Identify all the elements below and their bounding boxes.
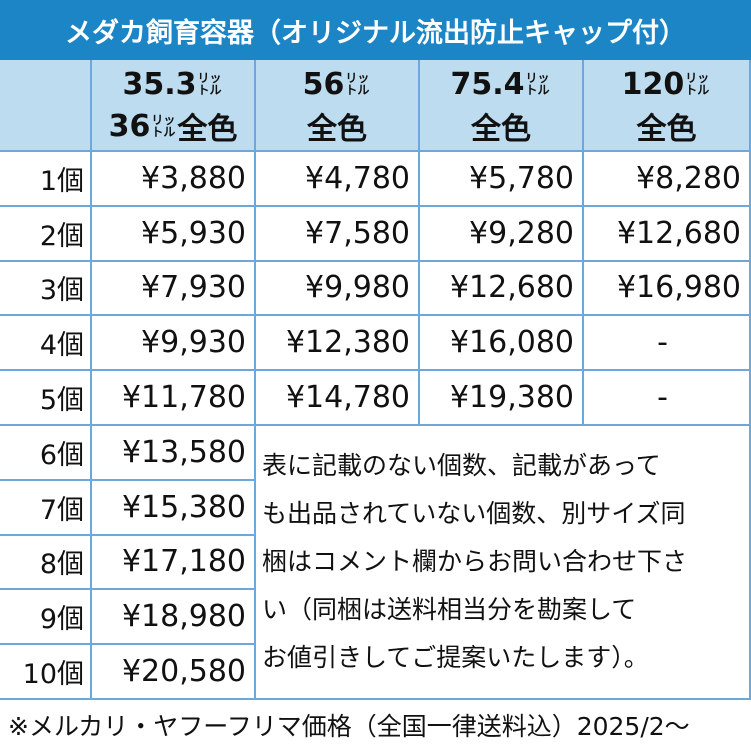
row-label: 8個 [0, 535, 92, 591]
price: ¥7,580 [256, 206, 420, 262]
row-label: 4個 [0, 316, 92, 372]
price: ¥3,880 [92, 152, 256, 207]
price: ¥8,280 [584, 152, 751, 207]
price: ¥15,380 [92, 480, 256, 536]
size: 120 [621, 66, 685, 102]
unit: リッ トル [685, 72, 709, 96]
unit-part: リッ [525, 71, 550, 85]
column-header: 120 リッ トル全色 [584, 60, 751, 152]
price: ¥9,280 [420, 206, 584, 262]
price: ¥5,930 [92, 206, 256, 262]
unit-part: リッ [685, 71, 710, 85]
unit-part: トル [197, 83, 222, 97]
unit-part: リッ [345, 71, 370, 85]
note-line: 梱はコメント欄からお問い合わせ下さ [262, 547, 688, 576]
title: メダカ飼育容器（オリジナル流出防止キャップ付） [0, 0, 751, 60]
price: ¥4,780 [256, 152, 420, 207]
unit-part: トル [525, 83, 550, 97]
note-line: い（同梱は送料相当分を勘案して [262, 595, 637, 624]
price: ¥7,930 [92, 261, 256, 317]
price: ¥9,930 [92, 316, 256, 372]
unit-part: リッ [197, 71, 222, 85]
price: ¥11,780 [92, 371, 256, 426]
header-text: 全色 [307, 112, 367, 147]
row-label: 6個 [0, 426, 92, 481]
note-line: 表に記載のない個数、記載があって [262, 451, 661, 480]
price: ¥16,080 [420, 316, 584, 372]
price: ¥12,680 [584, 206, 751, 262]
note-box [256, 426, 751, 700]
row-label: 10個 [0, 645, 92, 700]
unit: リッ トル [151, 114, 175, 138]
header-line: 36 リッ トル 全色 [108, 105, 238, 148]
unit-part: トル [685, 83, 710, 97]
unit-part: トル [345, 83, 370, 97]
unit: リッ トル [198, 72, 222, 96]
row-label: 5個 [0, 371, 92, 426]
footer: ※メルカリ・ヤフーフリマ価格（全国一律送料込）2025/2～ [8, 712, 690, 741]
note-line: お値引きしてご提案いたします）。 [262, 643, 649, 672]
row-label: 9個 [0, 590, 92, 646]
size: 56 [302, 66, 345, 102]
price: ¥5,780 [420, 152, 584, 207]
price: ¥18,980 [92, 590, 256, 646]
header-text: 全色 [471, 112, 531, 147]
price: - [584, 316, 751, 372]
price: ¥13,580 [92, 426, 256, 481]
column-header: 75.4 リッ トル全色 [420, 60, 584, 152]
row-label: 3個 [0, 261, 92, 317]
size: 75.4 [450, 66, 525, 102]
unit-part: トル [151, 125, 176, 139]
unit: リッ トル [526, 72, 550, 96]
note: 表に記載のない個数、記載があって も出品されていない個数、別サイズ同 梱はコメント欄… [262, 442, 687, 682]
row-label: 2個 [0, 206, 92, 262]
price: ¥20,580 [92, 645, 256, 700]
size: 36 [108, 108, 151, 144]
header-line: 全色 [471, 105, 531, 147]
header-line: 56 リッ トル [303, 63, 372, 105]
header-line: 35.3 リッ トル [122, 63, 223, 105]
column-header: 35.3 リッ トル 36 リッ トル 全色 [92, 60, 256, 152]
header-line: 全色 [307, 105, 367, 147]
header-corner [0, 60, 92, 152]
column-header: 56 リッ トル全色 [256, 60, 420, 152]
price: ¥17,180 [92, 535, 256, 591]
price: ¥14,780 [256, 371, 420, 426]
price: ¥12,680 [420, 261, 584, 317]
price: ¥9,980 [256, 261, 420, 317]
row-label: 1個 [0, 152, 92, 207]
header-text: 全色 [636, 112, 697, 147]
header-line: 全色 [637, 105, 697, 147]
price: ¥19,380 [420, 371, 584, 426]
header-text: 全色 [177, 112, 238, 147]
size: 35.3 [122, 66, 197, 102]
header-line: 75.4 リッ トル [450, 63, 551, 105]
note-line: も出品されていない個数、別サイズ同 [262, 499, 686, 528]
unit-part: リッ [151, 113, 176, 127]
price: ¥16,980 [584, 261, 751, 317]
unit: リッ トル [345, 72, 369, 96]
price: ¥12,380 [256, 316, 420, 372]
header-line: 120 リッ トル [622, 63, 712, 105]
price: - [584, 371, 751, 426]
row-label: 7個 [0, 480, 92, 536]
